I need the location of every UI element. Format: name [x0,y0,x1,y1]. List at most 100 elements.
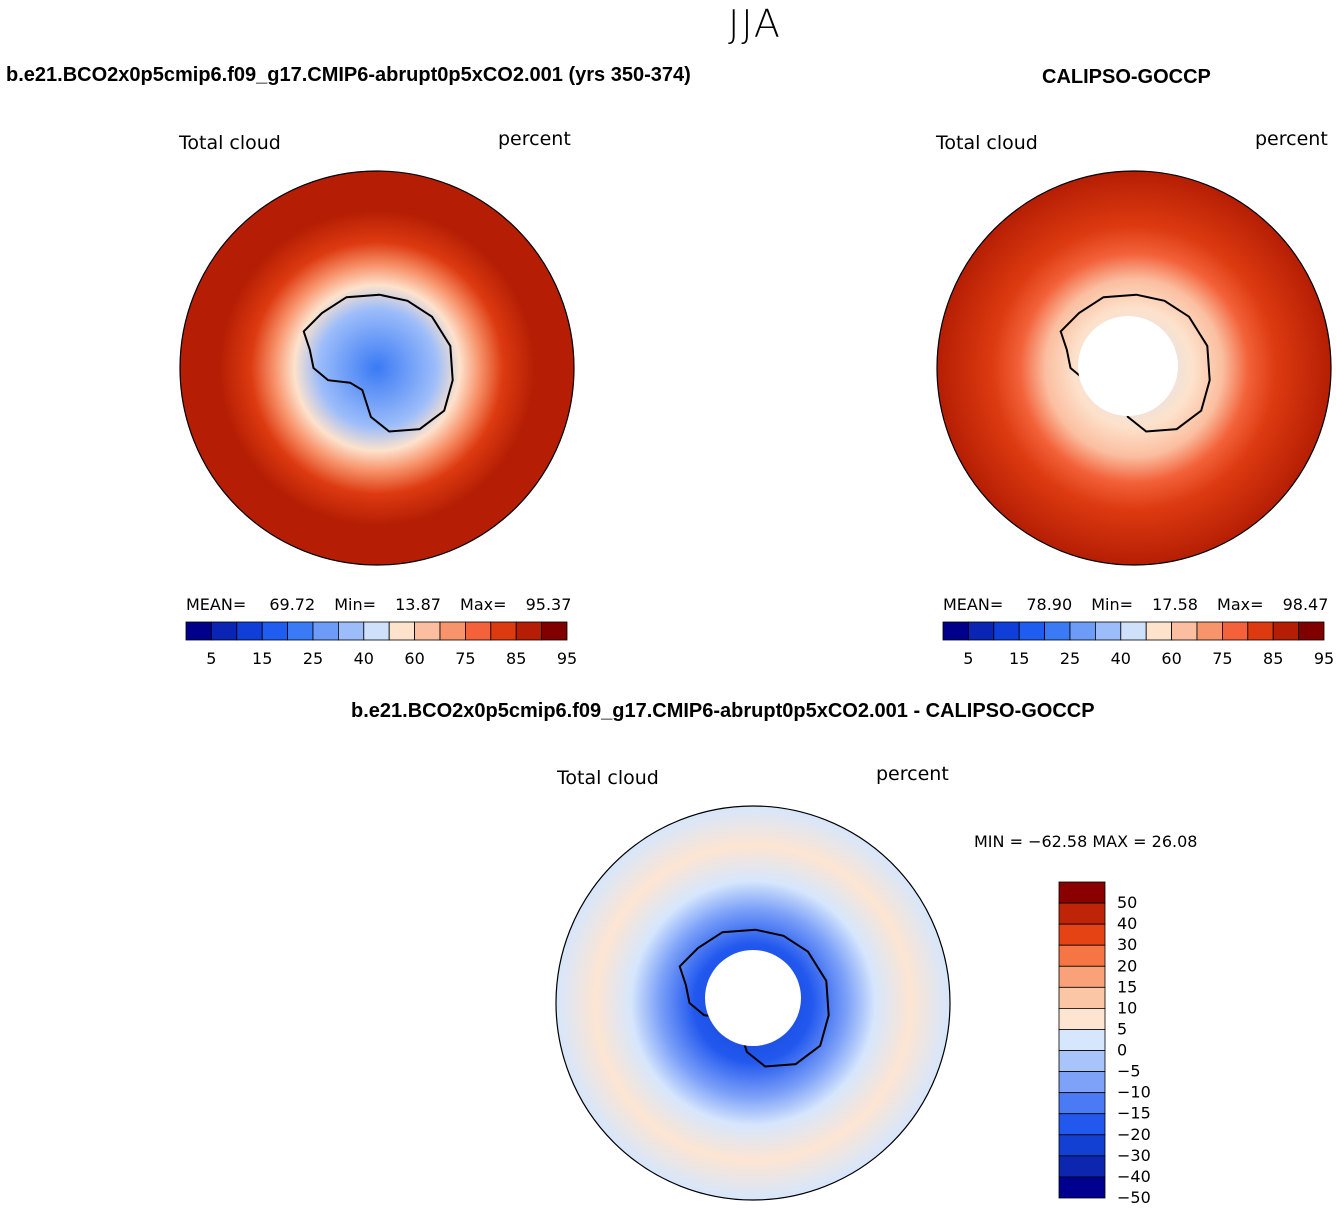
colorbar-model-swatch [337,621,365,641]
colorbar-model-swatch [363,621,390,641]
colorbar-obs-swatch [942,621,969,641]
stats-model: MEAN= 69.72 Min= 13.87 Max= 95.37 [186,595,571,614]
colorbar-diff-swatch [1058,986,1106,1009]
map-obs-missing-hole [1078,316,1178,416]
colorbar-diff-tick-label: −5 [1117,1062,1141,1081]
colorbar-diff-tick-label: 0 [1117,1041,1127,1060]
colorbar-diff-swatch [1058,902,1106,925]
colorbar-model: 5 15 25 40 60 75 85 95 [185,621,577,668]
colorbar-obs-swatch [1171,621,1198,641]
colorbar-model-tick-label: 60 [404,649,424,668]
colorbar-diff-tick-label: −50 [1117,1188,1151,1207]
colorbar-model-tick-label: 5 [206,649,216,668]
colorbar-obs-swatch [1145,621,1172,641]
colorbar-diff-swatch [1058,1092,1106,1115]
colorbar-obs-tick-label: 40 [1111,649,1131,668]
max-label: Max= [1217,595,1264,614]
colorbar-model-swatch [414,621,441,641]
colorbar-obs-swatch [1018,621,1046,641]
mean-label: MEAN= [943,595,1004,614]
variable-label-model: Total cloud [179,132,281,154]
season-title: JJA [728,2,782,46]
colorbar-model-swatch [210,621,238,641]
colorbar-model-swatch [439,621,466,641]
mean-value: 78.90 [1026,595,1073,614]
colorbar-obs-swatch [1196,621,1223,641]
colorbar-diff-swatch [1058,1176,1106,1199]
colorbar-obs: 5 15 25 40 60 75 85 95 [942,621,1334,668]
colorbar-diff-swatch [1058,965,1106,988]
mean-label: MEAN= [186,595,247,614]
colorbar-diff-tick-label: 10 [1117,998,1137,1017]
colorbar-obs-swatch [1095,621,1122,641]
colorbar-diff-tick-label: 5 [1117,1019,1127,1038]
colorbar-model-swatch [287,621,314,641]
variable-label-diff: Total cloud [557,767,659,789]
colorbar-model-swatch [312,621,339,641]
colorbar-obs-swatch [1044,621,1071,641]
colorbar-diff-tick-label: −40 [1117,1167,1151,1186]
units-label-diff: percent [876,763,949,785]
min-label: Min= [334,595,377,614]
max-value: 98.47 [1282,595,1329,614]
map-obs [936,170,1332,566]
colorbar-diff-tick-label: 30 [1117,935,1137,954]
min-value: 13.87 [395,595,441,614]
colorbar-obs-tick-label: 15 [1009,649,1029,668]
panel-title-diff: b.e21.BCO2x0p5cmip6.f09_g17.CMIP6-abrupt… [351,700,1095,722]
colorbar-diff-tick-label: −30 [1117,1146,1151,1165]
colorbar-diff-swatch [1058,1155,1106,1178]
colorbar-model-swatch [490,621,517,641]
colorbar-diff-tick-label: 50 [1117,893,1137,912]
colorbar-obs-swatch [1222,621,1249,641]
min-value: 17.58 [1152,595,1198,614]
min-label: Min= [1091,595,1134,614]
colorbar-model-tick-label: 15 [252,649,272,668]
colorbar-obs-tick-label: 60 [1161,649,1181,668]
colorbar-diff-tick-label: 40 [1117,914,1137,933]
colorbar-obs-tick-label: 85 [1263,649,1283,668]
colorbar-obs-swatch [1120,621,1147,641]
mean-value: 69.72 [269,595,316,614]
colorbar-obs-tick-label: 5 [963,649,973,668]
max-label: Max= [460,595,507,614]
colorbar-model-swatch [236,621,263,641]
colorbar-diff-tick-label: 15 [1117,977,1137,996]
colorbar-model-tick-label: 85 [506,649,526,668]
colorbar-diff-tick-label: 20 [1117,956,1137,975]
minmax-diff: MIN = −62.58 MAX = 26.08 [974,832,1198,851]
colorbar-model-tick-label: 95 [557,649,577,668]
colorbar-model-swatch [515,621,543,641]
colorbar-obs-swatch [993,621,1020,641]
colorbar-obs-swatch [1298,621,1325,641]
colorbar-obs-tick-label: 75 [1212,649,1232,668]
colorbar-model-tick-label: 40 [354,649,374,668]
colorbar-obs-swatch [1247,621,1274,641]
colorbar-model-swatch [185,621,212,641]
colorbar-diff-swatch [1058,1008,1106,1030]
variable-label-obs: Total cloud [936,132,1038,154]
map-diff [555,805,951,1201]
colorbar-diff-swatch [1058,1029,1106,1051]
colorbar-obs-tick-label: 25 [1060,649,1080,668]
map-model-coastline [302,293,454,433]
colorbar-diff-swatch [1058,944,1106,967]
colorbar-diff-swatch [1058,1134,1106,1157]
colorbar-diff-tick-label: −20 [1117,1125,1151,1144]
colorbar-model-tick-label: 75 [455,649,475,668]
colorbar-obs-tick-label: 95 [1314,649,1334,668]
colorbar-diff-tick-label: −15 [1117,1104,1151,1123]
max-value: 95.37 [525,595,572,614]
colorbar-diff-swatch [1058,1050,1106,1072]
colorbar-diff-swatch [1058,1113,1106,1136]
colorbar-model-swatch [464,621,492,641]
units-label-model: percent [498,128,571,150]
colorbar-diff-tick-label: −10 [1117,1083,1151,1102]
colorbar-diff-swatch [1058,881,1106,904]
colorbar-model-tick-label: 25 [303,649,323,668]
map-diff-coastline [678,928,830,1068]
colorbar-obs-swatch [1272,621,1299,641]
colorbar-obs-swatch [968,621,995,641]
